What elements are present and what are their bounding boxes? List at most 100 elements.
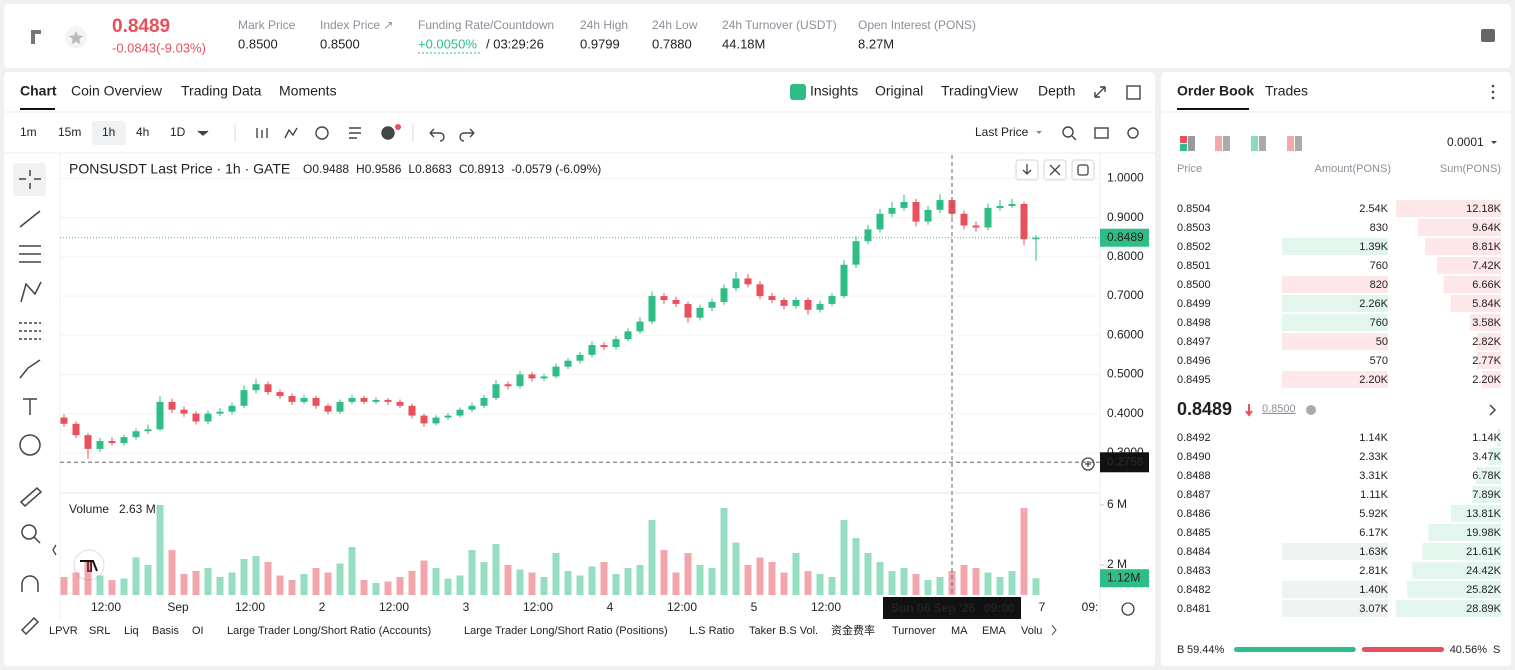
ob-price[interactable]: 0.8501 (1177, 260, 1211, 272)
candle-body (204, 413, 212, 422)
depth-bar (1396, 600, 1501, 617)
indicator[interactable]: SRL (89, 625, 110, 637)
candle-body (384, 399, 392, 402)
stat-label: 24h Turnover (USDT) (722, 18, 837, 32)
stat-value: +0.0050% (418, 36, 477, 51)
volume-bar (576, 575, 584, 595)
price-source[interactable]: Last Price (975, 125, 1029, 139)
ob-price[interactable]: 0.8490 (1177, 451, 1211, 463)
volume-bar (744, 565, 752, 595)
candle-body (408, 405, 416, 416)
volume-bar (540, 577, 548, 595)
candle-body (120, 437, 128, 444)
volume-bar (936, 577, 944, 595)
ob-price[interactable]: 0.8481 (1177, 603, 1211, 615)
volume-bar (564, 571, 572, 595)
ob-price[interactable]: 0.8502 (1177, 241, 1211, 253)
y-tick-label: 0.5000 (1107, 367, 1144, 381)
chart-tab[interactable]: Moments (279, 83, 337, 99)
volume-bar (1020, 508, 1028, 595)
view-tab[interactable]: Insights (810, 83, 858, 99)
volume-bar (972, 568, 980, 595)
indicator[interactable]: EMA (982, 625, 1007, 637)
indicator[interactable]: Taker B.S Vol. (749, 625, 818, 637)
view-tab[interactable]: Original (875, 83, 923, 99)
orderbook-icons (1180, 84, 1497, 417)
candle-body (624, 331, 632, 340)
indicator[interactable]: Volu (1021, 625, 1042, 637)
indicator[interactable]: MA (951, 625, 968, 637)
interval[interactable]: 4h (136, 125, 149, 139)
tool-selected[interactable] (13, 163, 46, 196)
volume-bar (492, 544, 500, 595)
view-tab[interactable]: TradingView (941, 83, 1019, 99)
volume-bar (780, 572, 788, 595)
volume-bar (804, 571, 812, 595)
ob-price[interactable]: 0.8492 (1177, 432, 1211, 444)
view-tab[interactable]: Depth (1038, 83, 1075, 99)
indicator[interactable]: OI (192, 625, 204, 637)
stat-value: 8.27M (858, 36, 894, 51)
ob-price[interactable]: 0.8482 (1177, 584, 1211, 596)
candle-body (972, 225, 980, 228)
ob-amount: 2.26K (1359, 298, 1388, 310)
ob-tab[interactable]: Order Book (1177, 83, 1254, 99)
depth-bar (1428, 524, 1501, 541)
ob-sum: 3.47K (1472, 451, 1501, 463)
indicator[interactable]: LPVR (49, 625, 78, 637)
depth-bar (1425, 238, 1501, 255)
ob-price[interactable]: 0.8499 (1177, 298, 1211, 310)
ob-price[interactable]: 0.8486 (1177, 508, 1211, 520)
candle-body (516, 374, 524, 387)
volume-bar (348, 547, 356, 595)
col-head: Amount(PONS) (1315, 163, 1391, 175)
sell-ratio: 40.56% (1450, 644, 1488, 656)
candle-body (1008, 203, 1016, 206)
ob-price[interactable]: 0.8483 (1177, 565, 1211, 577)
volume-bar (720, 508, 728, 595)
notes-icon[interactable] (1481, 29, 1495, 42)
ob-tab[interactable]: Trades (1265, 83, 1308, 99)
indicator[interactable]: Liq (124, 625, 139, 637)
candle-body (636, 321, 644, 332)
indicator[interactable]: Large Trader Long/Short Ratio (Positions… (464, 625, 668, 637)
ob-sum: 24.42K (1466, 565, 1502, 577)
ob-price[interactable]: 0.8484 (1177, 546, 1211, 558)
indicator[interactable]: L.S Ratio (689, 625, 734, 637)
interval[interactable]: 15m (58, 125, 81, 139)
x-tick-label: 12:00 (91, 600, 121, 614)
chart-tab[interactable]: Trading Data (181, 83, 262, 99)
ob-price[interactable]: 0.8488 (1177, 470, 1211, 482)
candle-body (492, 384, 500, 398)
depth-bar (1476, 333, 1501, 350)
ob-price[interactable]: 0.8495 (1177, 374, 1211, 386)
ob-price[interactable]: 0.8504 (1177, 203, 1211, 215)
interval[interactable]: 1D (170, 125, 186, 139)
stat-value: 0.9799 (580, 36, 620, 51)
ob-price[interactable]: 0.8498 (1177, 317, 1211, 329)
volume-bar (120, 578, 128, 595)
volume-bar (600, 562, 608, 595)
interval[interactable]: 1h (102, 125, 115, 139)
ob-price[interactable]: 0.8487 (1177, 489, 1211, 501)
indicator[interactable]: Basis (152, 625, 179, 637)
volume-bar (696, 565, 704, 595)
ob-price[interactable]: 0.8496 (1177, 355, 1211, 367)
depth-bar (1417, 219, 1501, 236)
volume-bar (864, 553, 872, 595)
ob-price[interactable]: 0.8485 (1177, 527, 1211, 539)
chart-tab[interactable]: Coin Overview (71, 83, 163, 99)
candle-body (336, 401, 344, 412)
ob-price[interactable]: 0.8500 (1177, 279, 1211, 291)
volume-tick-label: 6 M (1107, 497, 1127, 511)
indicator[interactable]: 资金费率 (831, 623, 875, 637)
more-arrow[interactable] (1051, 624, 1057, 636)
precision[interactable]: 0.0001 (1447, 135, 1484, 149)
ob-price[interactable]: 0.8503 (1177, 222, 1211, 234)
indicator[interactable]: Large Trader Long/Short Ratio (Accounts) (227, 625, 431, 637)
interval[interactable]: 1m (20, 125, 37, 139)
interval-selected (92, 121, 126, 145)
ob-price[interactable]: 0.8497 (1177, 336, 1211, 348)
indicator[interactable]: Turnover (892, 625, 936, 637)
chart-tab[interactable]: Chart (20, 83, 57, 99)
